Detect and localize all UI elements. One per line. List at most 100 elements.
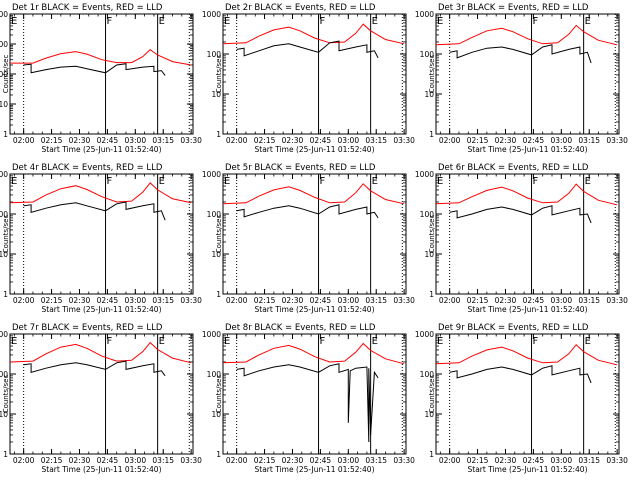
events-series-line [449,365,592,384]
time-marker-label: E [585,176,591,187]
time-marker-label: E [372,176,378,187]
y-tick-label: 1 [3,130,8,139]
x-axis-label: Start Time (25-Jun-11 01:52:40) [255,145,375,154]
time-marker-label: E [437,16,443,27]
lld-series-line [10,48,192,66]
chart-panel-9: Det 9r BLACK = Events, RED = LLD 1 10 100 10… [415,323,628,474]
lld-series-line [9,341,192,364]
time-marker-label: E [11,176,17,187]
events-series-line [23,63,166,76]
x-tick-label: 02:45 [97,136,119,145]
y-tick-label: 1000 [202,330,221,339]
y-tick-label: 10 [211,90,221,99]
x-axis-label: Start Time (25-Jun-11 01:52:40) [42,465,162,474]
x-tick-label: 02:30 [282,136,304,145]
chart-panel-6: Det 6r BLACK = Events, RED = LLD 1 10 100 10… [415,163,628,314]
x-tick-label: 02:45 [310,456,332,465]
y-tick-label: 1 [429,290,434,299]
x-tick-label: 03:15 [152,456,174,465]
y-tick-label: 1000 [202,10,221,19]
x-tick-label: 02:00 [226,136,248,145]
time-marker-label: F [533,176,539,187]
time-marker-label: E [11,336,17,347]
y-tick-label: 100 [0,70,8,79]
x-tick-label: 02:45 [97,456,119,465]
x-tick-label: 02:45 [310,136,332,145]
plot-frame [435,173,620,295]
x-tick-label: 03:15 [578,296,600,305]
lld-series-line [435,343,618,366]
y-tick-label: 100 [207,210,222,219]
x-tick-label: 02:00 [226,456,248,465]
time-marker-label: F [533,336,539,347]
chart-title: Det 6r BLACK = Events, RED = LLD [438,163,589,173]
x-tick-label: 02:30 [69,296,91,305]
y-tick-label: 100 [420,210,435,219]
y-tick-label: 100 [207,50,222,59]
x-tick-label: 02:00 [13,136,35,145]
x-tick-label: 03:15 [365,456,387,465]
chart-title: Det 3r BLACK = Events, RED = LLD [438,3,589,13]
y-axis-label: Counts/sec [428,55,436,94]
x-tick-label: 02:45 [523,456,545,465]
x-tick-label: 02:30 [495,296,517,305]
lld-series-line [222,342,405,365]
x-tick-label: 02:30 [282,296,304,305]
y-axis-label: Counts/sec [2,375,10,414]
x-tick-label: 03:00 [124,456,146,465]
chart-title: Det 4r BLACK = Events, RED = LLD [12,163,163,173]
x-axis-label: Start Time (25-Jun-11 01:52:40) [468,465,588,474]
y-tick-label: 10 [0,100,8,109]
x-axis-label: Start Time (25-Jun-11 01:52:40) [255,465,375,474]
x-tick-label: 03:00 [550,136,572,145]
chart-panel-8: Det 8r BLACK = Events, RED = LLD 1 10 100 10… [202,323,415,474]
chart-title: Det 2r BLACK = Events, RED = LLD [225,3,376,13]
x-tick-label: 03:15 [152,296,174,305]
lld-series-line [435,183,618,206]
y-tick-label: 1 [216,290,221,299]
x-tick-label: 03:00 [337,296,359,305]
x-tick-label: 02:45 [523,296,545,305]
x-axis-label: Start Time (25-Jun-11 01:52:40) [468,145,588,154]
y-tick-label: 100 [207,370,222,379]
y-tick-label: 1 [429,130,434,139]
x-tick-label: 02:00 [439,296,461,305]
x-tick-label: 03:30 [606,456,628,465]
x-tick-label: 02:15 [254,136,276,145]
y-tick-label: 10 [211,410,221,419]
events-series-line [236,204,379,219]
x-tick-label: 03:00 [124,136,146,145]
y-tick-label: 1000 [0,170,8,179]
lld-series-line [9,182,192,204]
y-tick-label: 1000 [415,170,434,179]
time-marker-label: F [320,176,326,187]
chart-panel-2: Det 2r BLACK = Events, RED = LLD 1 10 100 10… [202,3,415,154]
events-series-line [236,363,379,443]
chart-title: Det 7r BLACK = Events, RED = LLD [12,323,163,333]
y-tick-label: 10 [0,410,8,419]
plot-frame [435,13,620,135]
x-tick-label: 03:30 [180,136,202,145]
x-tick-label: 03:00 [550,456,572,465]
y-tick-label: 10 [424,250,434,259]
plot-frame [222,173,407,295]
x-tick-label: 02:15 [254,296,276,305]
x-tick-label: 02:30 [69,136,91,145]
time-marker-label: F [107,16,113,27]
y-axis-label: Counts/sec [215,375,223,414]
y-axis-label: Counts/sec [428,215,436,254]
time-marker-label: F [107,176,113,187]
chart-title: Det 5r BLACK = Events, RED = LLD [225,163,376,173]
x-tick-label: 02:30 [495,456,517,465]
x-tick-label: 02:15 [254,456,276,465]
y-tick-label: 10 [424,90,434,99]
x-tick-label: 02:00 [13,296,35,305]
y-tick-label: 10 [211,250,221,259]
chart-title: Det 9r BLACK = Events, RED = LLD [438,323,589,333]
x-tick-label: 03:30 [606,136,628,145]
time-marker-label: E [11,16,17,27]
y-axis-label: Counts/sec [428,375,436,414]
y-tick-label: 100 [0,370,8,379]
